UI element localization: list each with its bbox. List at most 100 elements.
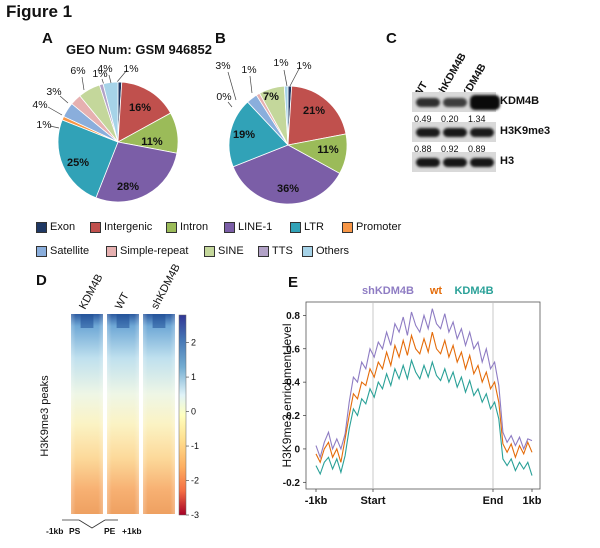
western-blot: WT shKDM4B KDM4B KDM4B 0.49 0.20 1.34 H3K9me3 0… xyxy=(404,51,600,184)
pie-label-ltr: 19% xyxy=(233,129,255,141)
legend-label: Intergenic xyxy=(104,221,153,233)
leader-line xyxy=(283,69,288,87)
leader-line xyxy=(116,69,128,83)
heatmap-xlabel-1kb: +1kb xyxy=(122,526,142,536)
series-line-kdm4b xyxy=(315,358,533,476)
pie-label-intron: 11% xyxy=(141,136,163,148)
blot-quant-value: 1.34 xyxy=(468,114,486,124)
x-tick-label-end: End xyxy=(483,495,504,507)
blot-strip-h3 xyxy=(412,152,496,172)
colorbar-tick-label: -3 xyxy=(191,510,199,520)
heatmap-peak-center xyxy=(152,314,166,328)
legend-swatch xyxy=(258,245,269,257)
series-legend-kdm4b: KDM4B xyxy=(454,285,493,297)
blot-quant-value: 0.92 xyxy=(441,144,459,154)
y-tick-label: 0.2 xyxy=(286,411,300,422)
pie-label-sine: 6% xyxy=(70,65,85,77)
colorbar-tick-label: 2 xyxy=(191,338,196,348)
legend-label: Promoter xyxy=(356,221,402,233)
legend-item-intron: Intron xyxy=(166,221,208,233)
x-tick-label-start: Start xyxy=(360,495,385,507)
legend-item-ltr: LTR xyxy=(290,221,324,233)
blot-band xyxy=(470,127,494,137)
heatmap-xlabel-pe: PE xyxy=(104,526,116,536)
y-tick-label: 0 xyxy=(294,444,300,455)
blot-band xyxy=(443,97,467,107)
series-legend-wt: wt xyxy=(429,285,443,297)
colorbar-tick-label: 1 xyxy=(191,372,196,382)
panel-label-d: D xyxy=(36,272,47,289)
series-legend-shkdm4b: shKDM4B xyxy=(362,285,414,297)
leader-line xyxy=(47,106,63,116)
pie-label-satellite: 4% xyxy=(32,99,47,111)
legend-item-intergenic: Intergenic xyxy=(90,221,152,233)
pie-label-sine: 7% xyxy=(263,91,279,103)
legend-label: LTR xyxy=(304,221,324,233)
leader-line xyxy=(227,101,233,108)
legend-swatch xyxy=(204,245,215,257)
y-tick-label: 0.8 xyxy=(286,311,300,322)
leader-line xyxy=(249,75,253,94)
legend-swatch xyxy=(342,221,353,233)
legend-label: Exon xyxy=(50,221,76,233)
pie-slice-others xyxy=(283,85,289,146)
pie-label-promoter: 1% xyxy=(36,119,51,131)
pie-label-simple-repeat: 3% xyxy=(46,86,61,98)
pie-label-ltr: 25% xyxy=(67,157,89,169)
legend-item-line-1: LINE-1 xyxy=(224,221,272,233)
blot-band xyxy=(416,127,440,137)
legend-swatch xyxy=(90,221,101,233)
legend-item-simple-repeat: Simple-repeat xyxy=(106,245,188,257)
pie-slice-intergenic xyxy=(287,85,347,146)
pie-label-tts: 1% xyxy=(92,68,107,80)
panel-label-e: E xyxy=(288,274,299,291)
blot-quant-value: 0.88 xyxy=(414,144,432,154)
leader-line xyxy=(81,76,85,91)
colorbar xyxy=(178,314,187,516)
legend-item-exon: Exon xyxy=(36,221,75,233)
pie-label-line-1: 36% xyxy=(277,183,299,195)
legend-item-sine: SINE xyxy=(204,245,244,257)
legend-swatch xyxy=(290,221,301,233)
panel-label-b: B xyxy=(215,30,226,47)
blot-quant-value: 0.89 xyxy=(468,144,486,154)
blot-row-label-kdm4b: KDM4B xyxy=(500,95,540,107)
blot-row-label-h3: H3 xyxy=(500,155,515,167)
blot-band xyxy=(443,127,467,137)
blot-band xyxy=(416,157,440,167)
blot-strip-h3k9me3 xyxy=(412,122,496,142)
blot-band xyxy=(470,157,494,167)
geo-label: GEO Num: GSM 946852 xyxy=(66,42,212,57)
heatmap-shade xyxy=(143,314,175,514)
panel-label-c: C xyxy=(386,30,397,47)
colorbar-tick-label: -2 xyxy=(191,476,199,486)
pie-chart-a: 1%16%11%28%25%1%4%3%6% 1%4% xyxy=(32,63,179,203)
pie-chart-b: 1% 21% 11% 36% 19% 0% 3% 1% 7% 1% xyxy=(215,57,348,205)
pie-slice-ltr xyxy=(228,101,289,168)
blot-band xyxy=(443,157,467,167)
leader-line xyxy=(227,71,237,101)
colorbar-tick-label: -1 xyxy=(191,441,199,451)
pie-slice-line-1 xyxy=(232,144,341,205)
legend-label: LINE-1 xyxy=(238,221,273,233)
pie-label-line-1: 28% xyxy=(117,181,139,193)
legend-label: Others xyxy=(316,245,350,257)
pie-label-intergenic: 21% xyxy=(303,105,325,117)
pie-label-others: 4% xyxy=(97,63,112,75)
series-line-shkdm4b xyxy=(315,308,533,460)
legend-swatch xyxy=(36,221,47,233)
legend-item-promoter: Promoter xyxy=(342,221,401,233)
heatmap-peak-center xyxy=(116,314,130,328)
x-tick-label-1kb: -1kb xyxy=(305,495,328,507)
heatmap-ylabel: H3K9me3 peaks xyxy=(39,375,51,457)
pie-label-intron: 11% xyxy=(317,144,339,156)
pie-slice-ltr xyxy=(57,119,119,199)
pie-slice-intergenic xyxy=(117,81,172,143)
blot-row-label-h3k9me3: H3K9me3 xyxy=(500,125,551,137)
pie-label-others: 1% xyxy=(273,57,288,69)
legend-label: Intron xyxy=(180,221,209,233)
heatmap-shade xyxy=(71,314,103,514)
y-tick-label: -0.2 xyxy=(283,478,301,489)
